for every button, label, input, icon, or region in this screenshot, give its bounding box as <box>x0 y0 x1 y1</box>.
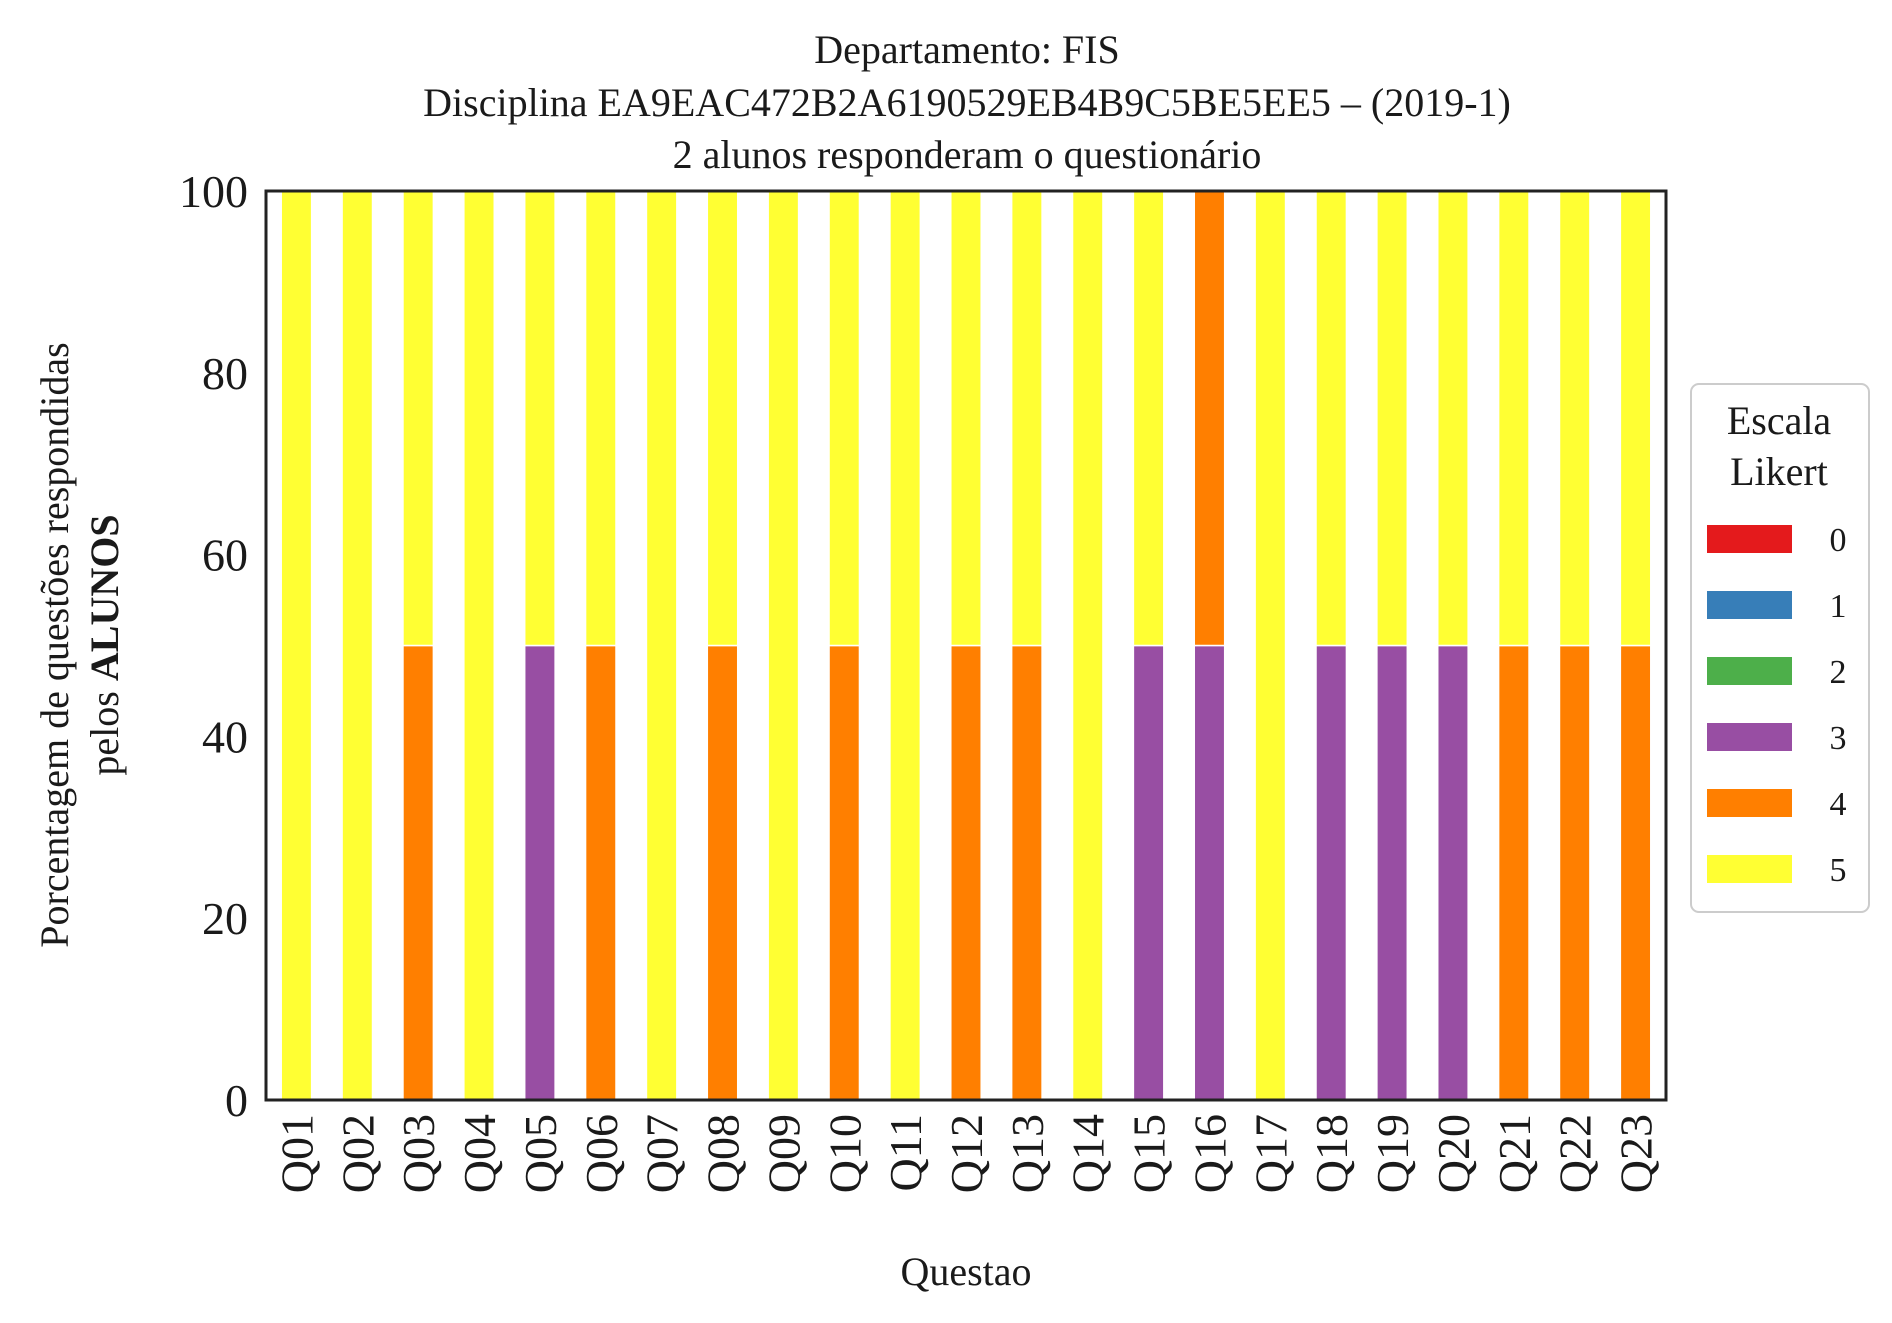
bar-Q19-level-3 <box>1376 644 1409 1101</box>
x-tick-label-Q21: Q21 <box>1489 1114 1540 1193</box>
bar-Q14-level-5 <box>1071 190 1104 1101</box>
x-tick-label-Q17: Q17 <box>1245 1114 1296 1193</box>
bar-Q02-level-5 <box>341 190 374 1101</box>
legend-entries: 0 1 2 3 4 5 <box>1707 522 1847 889</box>
bar-Q12-level-5 <box>950 190 982 647</box>
legend: Escala Likert 0 1 2 3 4 5 <box>1690 383 1870 913</box>
bar-Q19-level-5 <box>1376 190 1409 647</box>
legend-box <box>1690 383 1870 913</box>
bar-Q16-level-3 <box>1193 644 1226 1101</box>
bar-Q11-level-5 <box>889 190 922 1101</box>
legend-label-4: 4 <box>1830 786 1847 823</box>
bar-Q18-level-5 <box>1315 190 1348 647</box>
x-tick-label-Q07: Q07 <box>637 1114 688 1193</box>
bar-Q10-level-4 <box>828 644 861 1101</box>
x-axis-label: Questao <box>900 1249 1031 1294</box>
bar-Q13-level-4 <box>1010 644 1043 1101</box>
x-tick-label-Q18: Q18 <box>1306 1114 1357 1193</box>
x-tick-label-Q08: Q08 <box>698 1114 749 1193</box>
legend-swatch-4 <box>1707 789 1792 817</box>
legend-label-1: 1 <box>1830 588 1847 625</box>
legend-label-5: 5 <box>1830 852 1847 889</box>
legend-title-line2: Likert <box>1730 449 1828 494</box>
y-axis-label-bold: ALUNOS <box>82 514 127 681</box>
y-tick-label-40: 40 <box>202 711 248 762</box>
bar-Q05-level-3 <box>523 644 556 1101</box>
legend-label-2: 2 <box>1830 654 1847 691</box>
x-tick-label-Q05: Q05 <box>515 1114 566 1193</box>
legend-swatch-2 <box>1707 657 1792 685</box>
y-axis: 0 20 40 60 80 100 <box>179 166 248 1126</box>
y-tick-label-0: 0 <box>225 1075 248 1126</box>
bar-Q13-level-5 <box>1010 190 1043 647</box>
x-tick-label-Q02: Q02 <box>332 1114 383 1193</box>
y-axis-label-line1: Porcentagem de questões respondidas <box>32 342 77 947</box>
bar-Q22-level-4 <box>1558 644 1591 1101</box>
bar-Q06-level-4 <box>584 644 617 1101</box>
x-tick-label-Q20: Q20 <box>1428 1114 1479 1193</box>
bar-Q06-level-5 <box>584 190 617 647</box>
legend-swatch-3 <box>1707 723 1792 751</box>
chart-subtitle-line2: 2 alunos responderam o questionário <box>673 132 1262 177</box>
x-tick-label-Q11: Q11 <box>880 1114 931 1192</box>
bar-Q01-level-5 <box>280 190 313 1101</box>
bar-Q15-level-3 <box>1132 644 1165 1101</box>
bar-Q03-level-4 <box>402 644 435 1101</box>
bar-Q10-level-5 <box>828 190 861 647</box>
bar-Q12-level-4 <box>950 644 982 1101</box>
y-tick-label-20: 20 <box>202 893 248 944</box>
y-axis-label-prefix: pelos <box>82 681 127 775</box>
chart-subtitle-line1: Disciplina EA9EAC472B2A6190529EB4B9C5BE5… <box>423 80 1511 125</box>
bar-Q16-level-4 <box>1193 190 1226 647</box>
x-tick-label-Q04: Q04 <box>454 1114 505 1193</box>
legend-swatch-0 <box>1707 525 1792 553</box>
legend-label-0: 0 <box>1830 522 1847 559</box>
x-tick-label-Q10: Q10 <box>819 1114 870 1193</box>
plot-frame <box>264 189 1668 1102</box>
x-tick-label-Q03: Q03 <box>393 1114 444 1193</box>
bar-Q21-level-5 <box>1497 190 1530 647</box>
x-tick-label-Q16: Q16 <box>1184 1114 1235 1193</box>
y-axis-label-line2: pelos ALUNOS <box>82 514 127 775</box>
bar-Q18-level-3 <box>1315 644 1348 1101</box>
legend-swatch-5 <box>1707 855 1792 883</box>
legend-label-3: 3 <box>1830 720 1847 757</box>
x-axis: Q01 Q02 Q03 Q04 Q05 Q06 Q07 Q08 Q09 Q10 Q11 Q12 Q13 Q… <box>271 1114 1661 1193</box>
bar-Q23-level-4 <box>1619 644 1652 1101</box>
x-tick-label-Q01: Q01 <box>271 1114 322 1193</box>
bar-Q15-level-5 <box>1132 190 1165 647</box>
x-tick-label-Q19: Q19 <box>1367 1114 1418 1193</box>
chart-title: Departamento: FIS <box>814 27 1120 72</box>
legend-title-line1: Escala <box>1727 398 1832 443</box>
bar-Q07-level-5 <box>645 190 678 1101</box>
y-tick-label-60: 60 <box>202 530 248 581</box>
x-tick-label-Q06: Q06 <box>576 1114 627 1193</box>
bar-Q17-level-5 <box>1254 190 1287 1101</box>
x-tick-label-Q12: Q12 <box>941 1114 992 1193</box>
bar-Q08-level-5 <box>706 190 739 647</box>
bars-layer <box>280 190 1652 1101</box>
bar-Q22-level-5 <box>1558 190 1591 647</box>
x-tick-label-Q14: Q14 <box>1063 1114 1114 1193</box>
bar-Q21-level-4 <box>1497 644 1530 1101</box>
bar-Q20-level-5 <box>1436 190 1469 647</box>
bar-Q08-level-4 <box>706 644 739 1101</box>
x-tick-label-Q23: Q23 <box>1611 1114 1662 1193</box>
x-tick-label-Q15: Q15 <box>1124 1114 1175 1193</box>
bar-Q04-level-5 <box>463 190 496 1101</box>
bar-Q05-level-5 <box>523 190 556 647</box>
x-tick-label-Q22: Q22 <box>1550 1114 1601 1193</box>
y-tick-label-80: 80 <box>202 348 248 399</box>
bar-Q23-level-5 <box>1619 190 1652 647</box>
legend-swatch-1 <box>1707 591 1792 619</box>
x-tick-label-Q13: Q13 <box>1002 1114 1053 1193</box>
x-tick-label-Q09: Q09 <box>758 1114 809 1193</box>
bar-Q09-level-5 <box>767 190 800 1101</box>
bar-Q03-level-5 <box>402 190 435 647</box>
bar-Q20-level-3 <box>1436 644 1469 1101</box>
y-tick-label-100: 100 <box>179 166 248 217</box>
